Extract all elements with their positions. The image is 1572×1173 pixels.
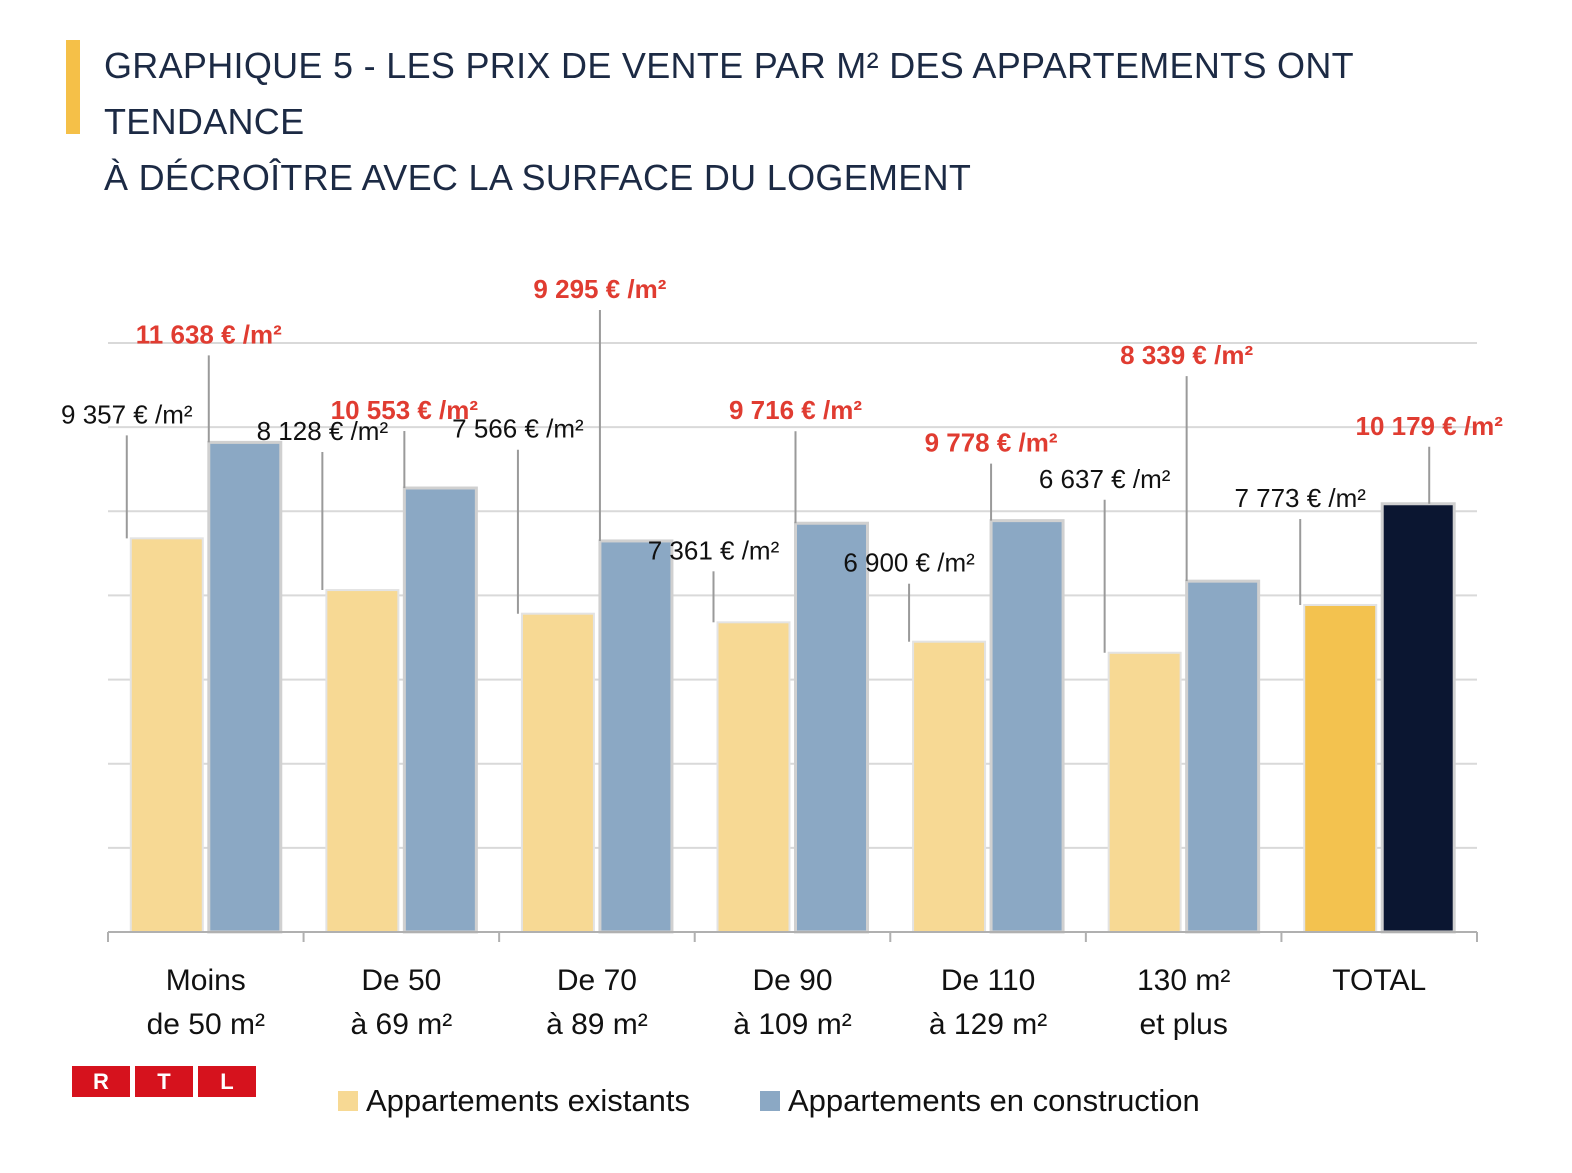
data-label-existing: 7 566 € /m² [452,414,584,444]
data-label-existing: 6 900 € /m² [843,548,975,578]
x-tick-label: à 129 m² [929,1008,1047,1041]
x-tick-label: et plus [1139,1008,1227,1041]
bar-construction [598,539,674,934]
data-label-existing: 9 357 € /m² [61,399,193,429]
x-tick-label: à 89 m² [546,1008,648,1041]
data-label-existing: 7 773 € /m² [1234,483,1366,513]
legend-item-existing: Appartements existants [338,1083,690,1119]
x-tick-label: De 50 [361,964,441,997]
x-tick-label: De 70 [557,964,637,997]
data-label-construction: 11 638 € /m² [136,319,282,349]
x-tick-label: De 110 [941,964,1036,997]
x-tick-label: De 90 [752,964,832,997]
legend-swatch-construction [759,1091,780,1111]
data-label-construction: 9 716 € /m² [729,395,862,425]
legend-item-construction: Appartements en construction [759,1083,1200,1119]
legend-swatch-existing [338,1091,358,1111]
data-label-construction: 10 179 € /m² [1355,411,1503,441]
bar-existing [129,537,204,933]
logo-letter-r: R [72,1066,130,1097]
data-label-construction: 9 295 € /m² [533,274,666,304]
x-tick-label: de 50 m² [147,1008,265,1041]
bar-existing [912,640,987,933]
data-label-construction: 8 339 € /m² [1120,340,1253,370]
bar-construction [1185,579,1261,934]
bar-construction [1380,502,1456,934]
x-tick-label: Moins [166,964,246,997]
chart-legend: Appartements existants Appartements en c… [338,1083,1270,1119]
logo-letter-t: T [135,1066,193,1097]
bar-existing [1303,603,1378,933]
legend-label-existing: Appartements existants [366,1083,690,1118]
bar-construction [207,440,283,934]
x-tick-label: à 109 m² [733,1008,851,1041]
x-tick-label: 130 m² [1137,964,1230,997]
chart-title-line-2: À DÉCROÎTRE AVEC LA SURFACE DU LOGEMENT [104,157,972,198]
bar-existing [1107,651,1182,933]
bar-construction [794,521,869,934]
bar-existing [520,612,595,933]
data-label-construction: 10 553 € /m² [331,395,479,425]
logo-letter-l: L [198,1066,256,1097]
title-accent-bar [66,40,80,134]
rtl-logo: R T L [72,1066,256,1097]
bar-construction [989,519,1065,934]
legend-label-construction: Appartements en construction [787,1083,1200,1118]
chart-title: GRAPHIQUE 5 - LES PRIX DE VENTE PAR M² D… [104,38,1544,206]
chart-title-line-1: GRAPHIQUE 5 - LES PRIX DE VENTE PAR M² D… [104,45,1354,142]
data-label-existing: 6 637 € /m² [1039,464,1171,494]
data-label-existing: 8 128 € /m² [257,416,389,446]
bar-existing [325,589,400,934]
bar-existing [716,621,791,933]
x-tick-label: TOTAL [1332,964,1426,997]
data-label-existing: 7 361 € /m² [648,535,780,565]
bar-construction [402,486,478,934]
data-label-construction: 9 778 € /m² [925,428,1058,458]
x-tick-label: à 69 m² [350,1008,452,1041]
